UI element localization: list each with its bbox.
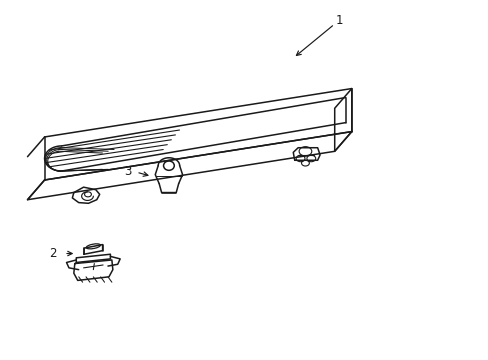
Ellipse shape (86, 244, 100, 249)
Text: 2: 2 (49, 247, 57, 260)
Ellipse shape (163, 161, 174, 170)
Text: 1: 1 (335, 14, 343, 27)
Text: 3: 3 (123, 165, 131, 177)
